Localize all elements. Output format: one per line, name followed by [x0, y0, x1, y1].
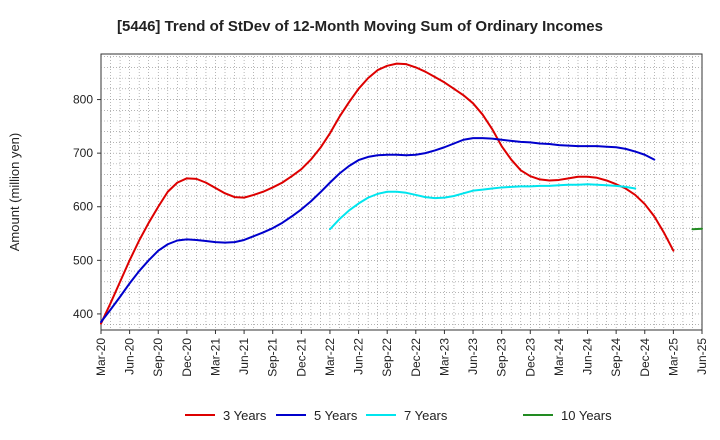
legend: 3 Years 5 Years 7 Years 10 Years	[185, 408, 612, 423]
x-tick-label: Mar-23	[437, 338, 451, 376]
x-tick-label: Dec-24	[638, 338, 652, 377]
legend-label-7-years: 7 Years	[404, 408, 448, 423]
x-tick-label: Sep-23	[495, 338, 509, 377]
x-tick-label: Dec-20	[180, 338, 194, 377]
y-tick-label: 700	[73, 146, 93, 160]
x-tick-label: Jun-25	[695, 338, 709, 375]
series-line-10-years	[691, 227, 703, 231]
y-axis-label: Amount (million yen)	[7, 133, 22, 252]
y-tick-label: 600	[73, 200, 93, 214]
x-tick-label: Dec-23	[523, 338, 537, 377]
x-tick-label: Jun-22	[352, 338, 366, 375]
series-line-3-years	[100, 62, 675, 325]
x-tick-label: Jun-23	[466, 338, 480, 375]
series-line-7-years	[328, 183, 637, 231]
legend-label-5-years: 5 Years	[314, 408, 358, 423]
y-tick-label: 400	[73, 307, 93, 321]
y-axis-ticks: 400 500 600 700 800	[73, 93, 101, 321]
x-tick-label: Mar-21	[208, 338, 222, 376]
x-axis-ticks: Mar-20 Jun-20 Sep-20 Dec-20 Mar-21 Jun-21 Sep-…	[94, 330, 709, 377]
y-tick-label: 500	[73, 253, 93, 267]
x-tick-label: Sep-22	[380, 338, 394, 377]
x-tick-label: Mar-20	[94, 338, 108, 376]
x-tick-label: Jun-24	[581, 338, 595, 375]
x-tick-label: Mar-24	[552, 338, 566, 376]
legend-label-3-years: 3 Years	[223, 408, 267, 423]
x-tick-label: Dec-22	[409, 338, 423, 377]
x-tick-label: Dec-21	[294, 338, 308, 377]
x-tick-label: Sep-20	[151, 338, 165, 377]
legend-label-10-years: 10 Years	[561, 408, 612, 423]
x-tick-label: Sep-24	[609, 338, 623, 377]
grid-lines	[101, 54, 702, 330]
x-tick-label: Mar-22	[323, 338, 337, 376]
series-lines	[100, 62, 703, 325]
x-tick-label: Jun-20	[123, 338, 137, 375]
series-line-5-years	[100, 137, 656, 323]
x-tick-label: Sep-21	[266, 338, 280, 377]
x-tick-label: Mar-25	[666, 338, 680, 376]
x-tick-label: Jun-21	[237, 338, 251, 375]
y-tick-label: 800	[73, 93, 93, 107]
chart-title: [5446] Trend of StDev of 12-Month Moving…	[117, 18, 603, 35]
